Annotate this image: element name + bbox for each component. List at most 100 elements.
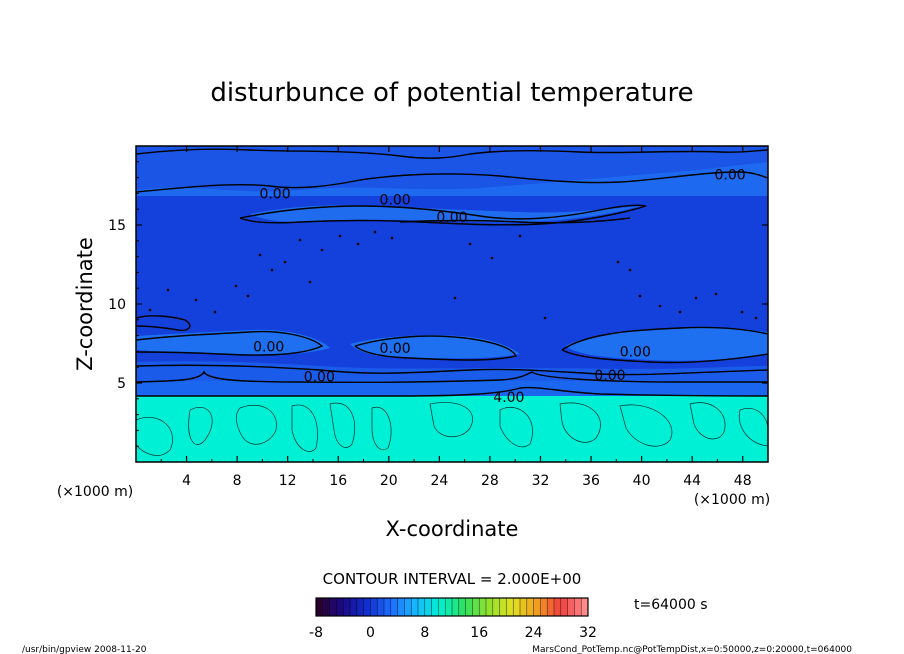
colorbar-cell (458, 598, 466, 616)
x-tick-label: 4 (182, 473, 191, 489)
colorbar-cell (390, 598, 398, 616)
dot (518, 234, 522, 238)
colorbar-cell (336, 598, 344, 616)
dot (714, 292, 718, 296)
colorbar-cell (540, 598, 548, 616)
x-axis-unit-right: (×1000 m) (694, 492, 770, 508)
colorbar-frame (315, 597, 589, 617)
colorbar-cell (452, 598, 460, 616)
colorbar-cell (418, 598, 426, 616)
plot-area (136, 146, 768, 462)
contour-label: 0.00 (594, 368, 625, 384)
dot (373, 230, 377, 234)
colorbar-cell (472, 598, 480, 616)
contour-label: 0.00 (714, 167, 745, 183)
dot (468, 242, 472, 246)
colorbar-cell (377, 598, 385, 616)
colorbar-cell (499, 598, 507, 616)
time-label: t=64000 s (634, 597, 708, 613)
dot (148, 308, 152, 312)
x-tick-label: 48 (734, 473, 752, 489)
lower-cell-9 (559, 402, 601, 443)
colorbar-cell (554, 598, 562, 616)
colorbar-cell (547, 598, 555, 616)
colorbar-cell (370, 598, 378, 616)
x-axis: 4 8 12 16 20 24 28 32 36 40 44 48 (160, 146, 752, 489)
x-tick-label: 8 (233, 473, 242, 489)
colorbar-tick-label: -8 (309, 625, 323, 641)
lower-layer-patch-mid (350, 335, 520, 359)
lower-cell-6 (371, 406, 392, 451)
colorbar-cell (520, 598, 528, 616)
contour-mid-upper (399, 217, 631, 224)
colorbar-cell (343, 598, 351, 616)
x-tick-label: 28 (481, 473, 499, 489)
contour-label: 0.00 (304, 370, 335, 386)
colorbar-cell (581, 598, 589, 616)
colorbar-cell (438, 598, 446, 616)
colorbar-cell (492, 598, 500, 616)
dot (320, 248, 324, 252)
dot (166, 288, 170, 292)
field-bottom-band (136, 396, 768, 462)
colorbar-cell (322, 598, 330, 616)
scattered-contour-dots (148, 230, 758, 320)
colorbar-cell (486, 598, 494, 616)
contour-interval: CONTOUR INTERVAL = 2.000E+00 (323, 570, 582, 588)
colorbar-tick-label: 24 (525, 625, 543, 641)
dot (338, 234, 342, 238)
dot (543, 316, 547, 320)
y-axis-label: Z-coordinate (73, 237, 97, 371)
x-tick-label: 32 (532, 473, 550, 489)
contour-lower-layer-mid (354, 335, 518, 361)
x-tick-label: 40 (633, 473, 651, 489)
x-axis-unit-left: (×1000 m) (57, 484, 133, 500)
dot (213, 310, 217, 314)
colorbar-cell (431, 598, 439, 616)
lower-cell-8 (499, 407, 533, 448)
colorbar-tick-label: 8 (420, 625, 429, 641)
y-axis: 5 10 15 (108, 161, 768, 447)
lower-cell-2 (188, 407, 213, 445)
colorbar-cell (513, 598, 521, 616)
y-tick-label: 15 (108, 218, 126, 234)
contour-zero-low (135, 364, 769, 376)
x-tick-label: 20 (380, 473, 398, 489)
dot (678, 310, 682, 314)
x-tick-label: 36 (582, 473, 600, 489)
colorbar-cell (526, 598, 534, 616)
lower-cell-1 (135, 417, 173, 456)
dot (270, 268, 274, 272)
chart-title: disturbunce of potential temperature (210, 78, 693, 108)
colorbar-tick-label: 0 (366, 625, 375, 641)
y-tick-label: 5 (117, 376, 126, 392)
colorbar-cell (506, 598, 514, 616)
x-tick-label: 16 (329, 473, 347, 489)
footer-left: /usr/bin/gpview 2008-11-20 (22, 645, 147, 654)
x-tick-label: 12 (279, 473, 297, 489)
colorbar-cell (533, 598, 541, 616)
contour-label: 0.00 (620, 344, 651, 360)
footer-right: MarsCond_PotTemp.nc@PotTempDist,x=0:5000… (532, 645, 852, 654)
contour-label: 0.00 (380, 193, 411, 209)
dot (658, 304, 662, 308)
colorbar-tick-label: 16 (470, 625, 488, 641)
dot (194, 298, 198, 302)
contour-label: 0.00 (259, 186, 290, 202)
colorbar-cell (350, 598, 358, 616)
dot (258, 253, 262, 257)
dot (234, 284, 238, 288)
contour-four (135, 386, 769, 397)
lower-cell-10 (619, 404, 673, 447)
contour-upper (135, 171, 769, 193)
contour-labels: 0.00 0.00 0.00 0.00 0.00 0.00 0.00 0.00 0.00 4.00 (253, 167, 746, 406)
contour-label: 0.00 (436, 210, 467, 226)
colorbar-cell (574, 598, 582, 616)
x-axis-label: X-coordinate (386, 517, 519, 541)
dot (628, 268, 632, 272)
colorbar (315, 597, 589, 617)
contour-mid-left (135, 315, 191, 332)
colorbar-cell (424, 598, 432, 616)
field-low-band (136, 381, 768, 396)
